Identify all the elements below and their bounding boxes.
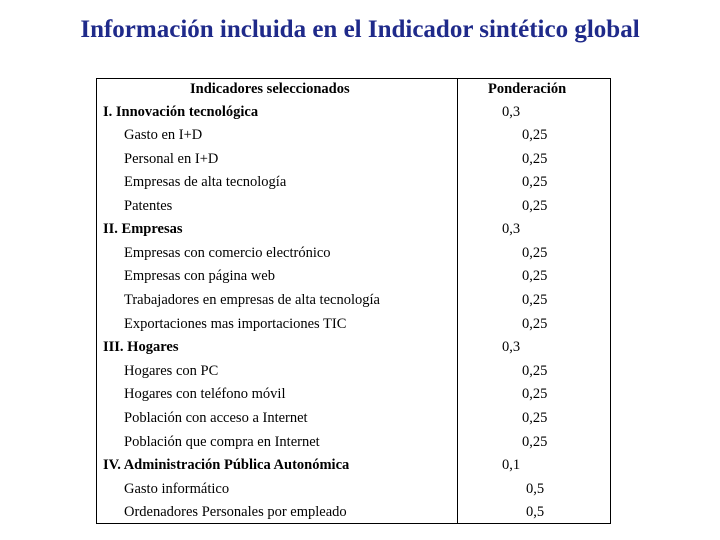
header-weight: Ponderación <box>488 81 567 97</box>
group-label: I. Innovación tecnológica <box>103 104 259 120</box>
group-weight: 0,3 <box>502 104 521 120</box>
weights-table: Indicadores seleccionados I. Innovación … <box>96 78 611 524</box>
indicator-label: Población con acceso a Internet <box>124 410 308 426</box>
indicator-weight: 0,25 <box>522 127 548 143</box>
indicator-weight: 0,5 <box>526 504 545 520</box>
indicator-weight: 0,25 <box>522 386 548 402</box>
indicator-label: Empresas con comercio electrónico <box>124 245 331 261</box>
indicator-weight: 0,25 <box>522 292 548 308</box>
indicator-label: Hogares con PC <box>124 363 219 379</box>
indicator-weight: 0,25 <box>522 268 548 284</box>
indicator-weight: 0,25 <box>522 245 548 261</box>
indicator-weight: 0,25 <box>522 363 548 379</box>
group-weight: 0,3 <box>502 339 521 355</box>
indicator-label: Personal en I+D <box>124 151 219 167</box>
indicator-weight: 0,25 <box>522 434 548 450</box>
indicator-label: Hogares con teléfono móvil <box>124 386 286 402</box>
indicator-label: Gasto en I+D <box>124 127 203 143</box>
indicator-label: Gasto informático <box>124 481 230 497</box>
group-label: IV. Administración Pública Autonómica <box>103 457 350 473</box>
indicator-weight: 0,25 <box>522 410 548 426</box>
group-label: II. Empresas <box>103 221 183 237</box>
indicators-column-content: Indicadores seleccionados I. Innovación … <box>97 79 457 523</box>
indicator-weight: 0,25 <box>522 151 548 167</box>
indicators-column: Indicadores seleccionados I. Innovación … <box>96 78 458 524</box>
indicator-label: Población que compra en Internet <box>124 434 320 450</box>
group-weight: 0,3 <box>502 221 521 237</box>
indicator-weight: 0,25 <box>522 316 548 332</box>
group-label: III. Hogares <box>103 339 179 355</box>
indicator-weight: 0,25 <box>522 198 548 214</box>
weights-column: Ponderación 0,3 0,25 0,25 0,25 0,25 0,3 … <box>457 78 611 524</box>
indicator-label: Empresas de alta tecnología <box>124 174 287 190</box>
indicator-weight: 0,25 <box>522 174 548 190</box>
page-title: Información incluida en el Indicador sin… <box>80 16 640 43</box>
indicator-label: Trabajadores en empresas de alta tecnolo… <box>124 292 380 308</box>
indicator-label: Ordenadores Personales por empleado <box>124 504 347 520</box>
table-row: Indicadores seleccionados I. Innovación … <box>96 78 611 524</box>
indicator-weight: 0,5 <box>526 481 545 497</box>
weights-column-content: Ponderación 0,3 0,25 0,25 0,25 0,25 0,3 … <box>458 79 610 523</box>
indicator-label: Patentes <box>124 198 173 214</box>
group-weight: 0,1 <box>502 457 521 473</box>
header-indicators: Indicadores seleccionados <box>190 81 350 97</box>
indicator-label: Exportaciones mas importaciones TIC <box>124 316 347 332</box>
indicator-label: Empresas con página web <box>124 268 275 284</box>
